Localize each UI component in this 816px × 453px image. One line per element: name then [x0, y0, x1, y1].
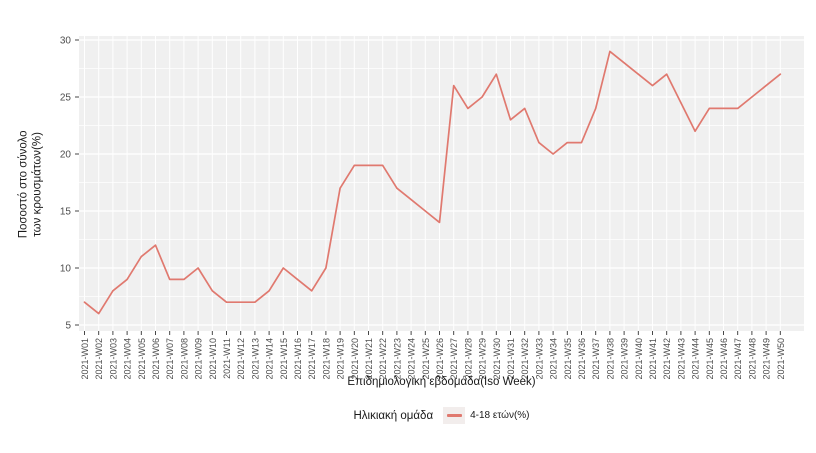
x-tick-label: 2021-W31 — [506, 338, 516, 380]
x-tick-label: 2021-W48 — [747, 338, 757, 380]
x-tick-label: 2021-W49 — [762, 338, 772, 380]
x-tick-label: 2021-W13 — [250, 338, 260, 380]
series-line — [83, 50, 782, 315]
x-tick-label: 2021-W22 — [378, 338, 388, 380]
x-tick-label: 2021-W18 — [321, 338, 331, 380]
x-tick-label: 2021-W41 — [648, 338, 658, 380]
x-tick-label: 2021-W36 — [577, 338, 587, 380]
x-axis-title: Επιδημιολογική εβδομάδα(Iso Week) — [347, 376, 536, 388]
x-tick-label: 2021-W01 — [80, 338, 90, 380]
x-tick-label: 2021-W32 — [520, 338, 530, 380]
x-tick-label: 2021-W40 — [634, 338, 644, 380]
x-tick-label: 2021-W26 — [435, 338, 445, 380]
x-tick-label: 2021-W03 — [108, 338, 118, 380]
x-tick-label: 2021-W08 — [179, 338, 189, 380]
y-tick-label: 15 — [60, 207, 72, 218]
legend-key — [443, 407, 466, 424]
x-tick-label: 2021-W04 — [123, 338, 133, 380]
x-tick-label: 2021-W19 — [336, 338, 346, 380]
x-tick-label: 2021-W46 — [719, 338, 729, 380]
legend-item: 4-18 ετών(%) — [443, 407, 530, 424]
x-tick-label: 2021-W09 — [194, 338, 204, 380]
x-tick-label: 2021-W12 — [236, 338, 246, 380]
x-tick-label: 2021-W05 — [137, 338, 147, 380]
x-tick-label: 2021-W21 — [364, 338, 374, 380]
x-tick-label: 2021-W16 — [293, 338, 303, 380]
y-tick-label: 20 — [60, 150, 72, 161]
x-tick-label: 2021-W43 — [676, 338, 686, 380]
y-tick-label: 5 — [65, 321, 71, 332]
x-tick-label: 2021-W30 — [492, 338, 502, 380]
x-tick-label: 2021-W37 — [591, 338, 601, 380]
x-tick-label: 2021-W25 — [421, 338, 431, 380]
x-tick-label: 2021-W50 — [776, 338, 786, 380]
x-tick-label: 2021-W39 — [620, 338, 630, 380]
y-tick-label: 25 — [60, 93, 72, 104]
legend-title: Ηλικιακή ομάδα — [353, 409, 434, 422]
x-tick-label: 2021-W47 — [733, 338, 743, 380]
legend-entry-label: 4-18 ετών(%) — [470, 410, 530, 421]
x-tick-label: 2021-W38 — [605, 338, 615, 380]
x-tick-label: 2021-W42 — [662, 338, 672, 380]
x-tick-label: 2021-W15 — [279, 338, 289, 380]
x-tick-label: 2021-W17 — [307, 338, 317, 380]
x-tick-label: 2021-W29 — [478, 338, 488, 380]
y-axis-title: Ποσοστό στο σύνολο των κρουσμάτων(%) — [17, 130, 44, 239]
x-tick-label: 2021-W27 — [449, 338, 459, 380]
legend: Ηλικιακή ομάδα 4-18 ετών(%) — [79, 407, 804, 424]
x-tick-label: 2021-W07 — [165, 338, 175, 380]
x-tick-label: 2021-W23 — [392, 338, 402, 380]
x-tick-label: 2021-W28 — [463, 338, 473, 380]
x-tick-label: 2021-W45 — [705, 338, 715, 380]
x-tick-label: 2021-W24 — [407, 338, 417, 380]
x-tick-label: 2021-W34 — [549, 338, 559, 380]
x-tick-label: 2021-W02 — [94, 338, 104, 380]
x-tick-label: 2021-W06 — [151, 338, 161, 380]
y-tick-label: 10 — [60, 264, 72, 275]
chart-panel — [79, 36, 804, 331]
x-tick-label: 2021-W35 — [563, 338, 573, 380]
x-tick-label: 2021-W14 — [265, 338, 275, 380]
x-tick-label: 2021-W44 — [691, 338, 701, 380]
x-tick-label: 2021-W20 — [350, 338, 360, 380]
x-tick-label: 2021-W11 — [222, 338, 232, 379]
y-tick-label: 30 — [60, 36, 72, 47]
legend-key-line-icon — [446, 414, 462, 417]
x-tick-label: 2021-W33 — [534, 338, 544, 380]
x-tick-label: 2021-W10 — [208, 338, 218, 380]
